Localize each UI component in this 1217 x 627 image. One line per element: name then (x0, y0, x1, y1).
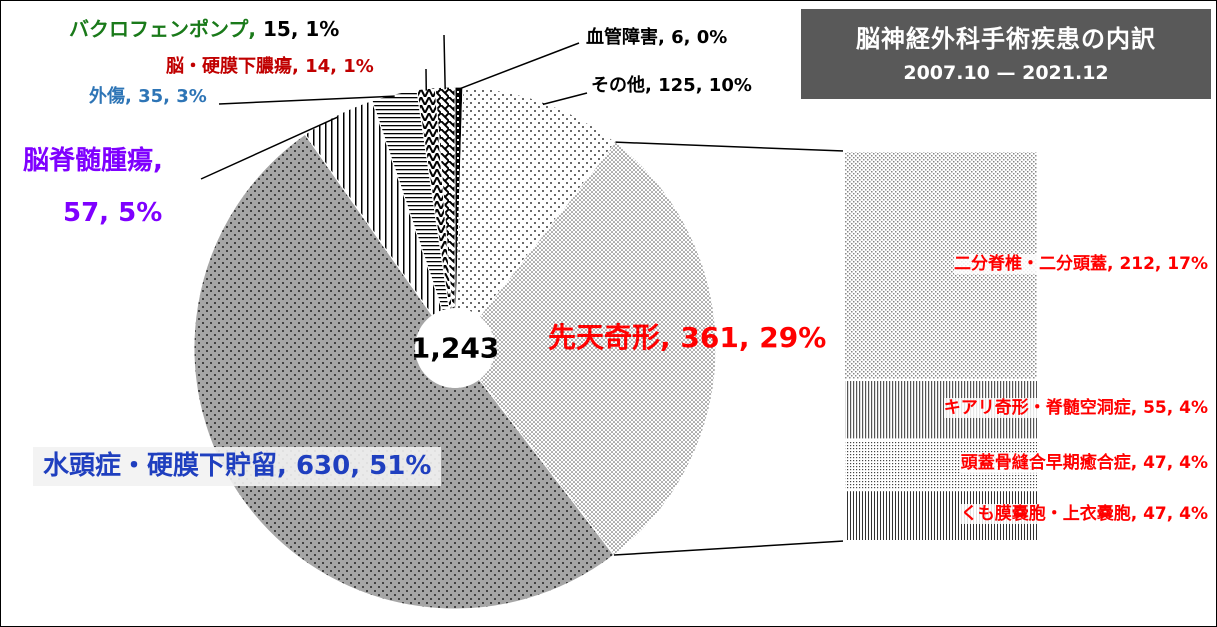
pie-label: 水頭症・硬膜下貯留 630, 51% (33, 447, 442, 487)
value-label: 125, 10% (658, 75, 752, 96)
category-label: 脳脊髄腫瘍 (23, 146, 163, 176)
category-label: 血管障害 (586, 27, 665, 48)
pie-label: その他 125, 10% (591, 75, 752, 97)
pie-label: 脳・硬膜下膿瘍 14, 1% (166, 56, 374, 78)
leader-line (443, 34, 446, 90)
value-label: 55, 4% (1143, 397, 1208, 418)
pie-label: 脳脊髄腫瘍 (23, 146, 163, 177)
chart-title: 脳神経外科手術疾患の内訳 (856, 25, 1156, 53)
value-label: 212, 17% (1119, 253, 1208, 274)
leader-line (542, 92, 588, 106)
category-label: くも膜嚢胞・上衣嚢胞 (961, 504, 1137, 524)
leader-line (200, 116, 339, 180)
pie-slice (454, 86, 617, 350)
category-label: 頭蓋骨縫合早期癒合症 (961, 453, 1137, 473)
bar-label: くも膜嚢胞・上衣嚢胞 47, 4% (960, 503, 1208, 524)
bar-label: 頭蓋骨縫合早期癒合症 47, 4% (960, 452, 1208, 474)
pie-label: バクロフェンポンプ 15, 1% (69, 17, 339, 41)
leader-line (458, 42, 580, 90)
value-label: 35, 3% (138, 86, 207, 107)
bar-label: 二分脊椎・二分頭蓋 212, 17% (954, 253, 1208, 274)
pie-label: 血管障害 6, 0% (586, 27, 727, 49)
connector-line (613, 540, 845, 556)
connector-line (615, 141, 845, 152)
category-label: その他 (591, 75, 652, 96)
value-label: 47, 4% (1143, 452, 1208, 473)
chart-subtitle: 2007.10 — 2021.12 (903, 62, 1109, 84)
value-label: 15, 1% (262, 17, 340, 41)
category-label: キアリ奇形・脊髄空洞症 (944, 398, 1137, 418)
pie-label: 外傷 35, 3% (89, 86, 207, 108)
value-label: 6, 0% (671, 27, 728, 48)
category-label: バクロフェンポンプ (69, 17, 256, 41)
leader-line (218, 95, 395, 105)
value-label: 630, 51% (295, 451, 432, 481)
category-label: 二分脊椎・二分頭蓋 (954, 254, 1113, 274)
pie-label: 先天奇形 361, 29% (548, 321, 826, 355)
category-label: 先天奇形 (548, 321, 671, 354)
value-label: 47, 4% (1143, 503, 1208, 524)
category-label: 水頭症・硬膜下貯留 (43, 451, 287, 481)
category-label: 脳・硬膜下膿瘍 (166, 56, 299, 77)
pie-slice (193, 133, 615, 610)
bar-label: キアリ奇形・脊髄空洞症 55, 4% (943, 397, 1208, 419)
value-label: 57, 5% (63, 198, 163, 228)
value-label: 361, 29% (680, 321, 827, 354)
pie-hole (415, 308, 495, 388)
title-box: 脳神経外科手術疾患の内訳 2007.10 — 2021.12 (801, 9, 1211, 99)
category-label: 外傷 (89, 86, 132, 107)
pie-label: 57, 5% (63, 198, 162, 229)
center-label: 1,243 (410, 331, 500, 365)
pie-slice (454, 141, 717, 556)
value-label: 14, 1% (305, 56, 374, 77)
